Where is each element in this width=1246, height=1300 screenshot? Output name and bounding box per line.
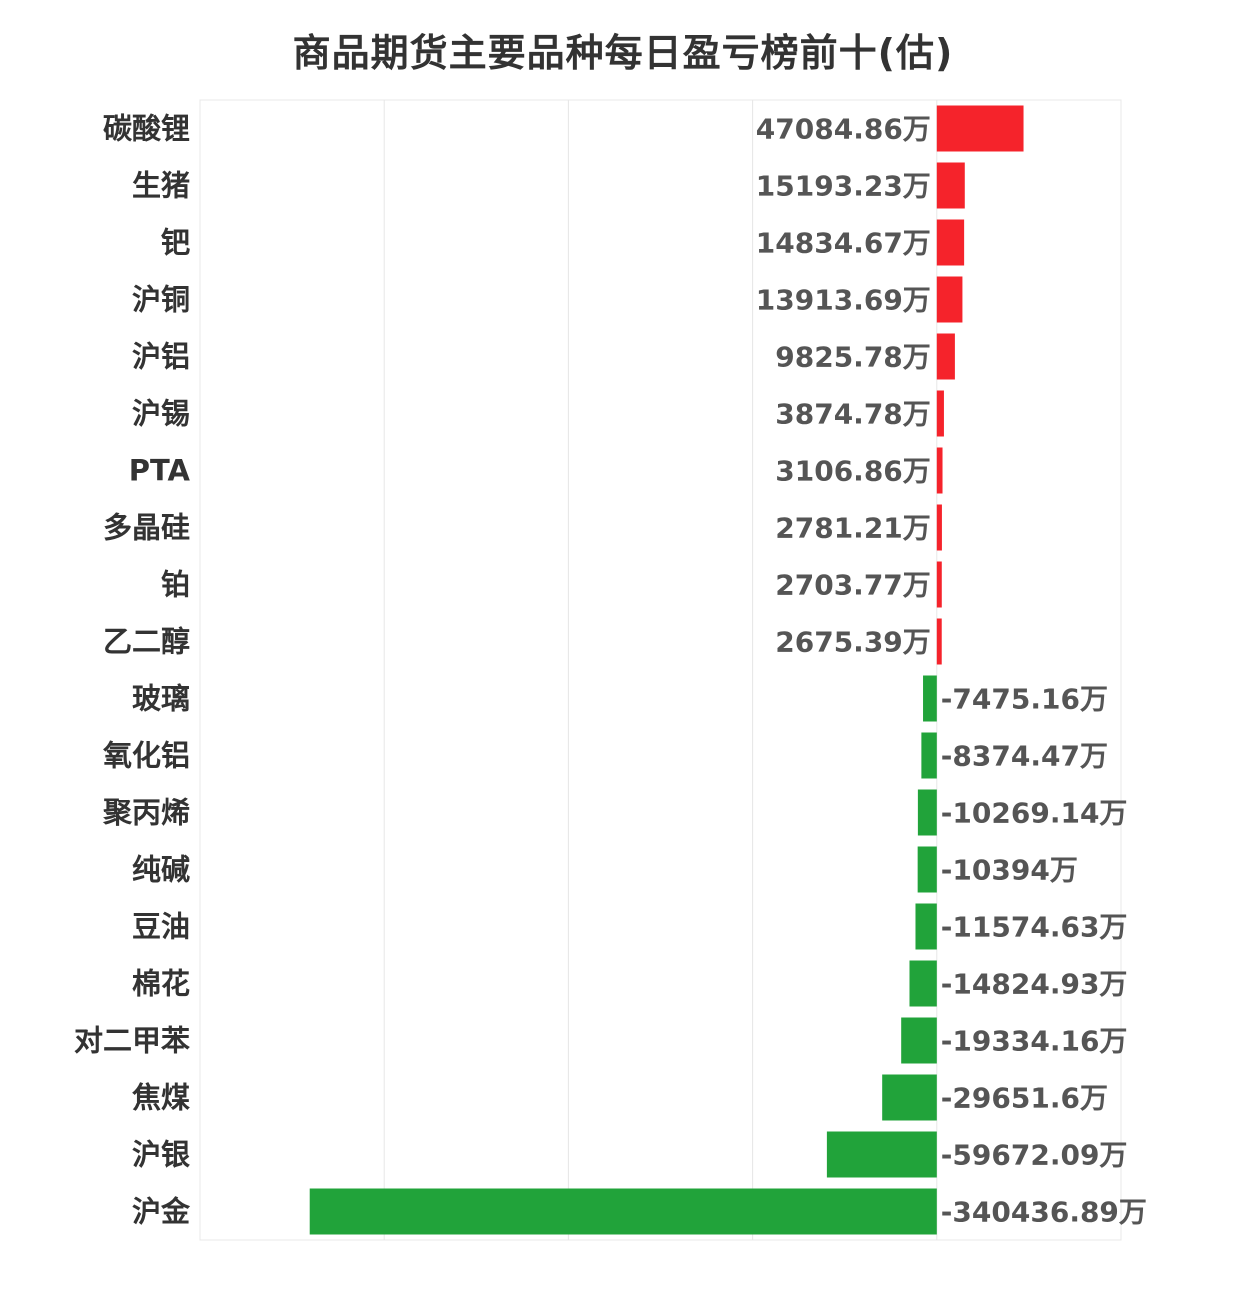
category-label: 生猪 [132, 169, 190, 203]
category-label: 氧化铝 [102, 739, 190, 773]
bar [936, 333, 955, 380]
bar [923, 675, 937, 722]
category-label: 铂 [161, 568, 190, 602]
category-label: 沪银 [132, 1138, 190, 1172]
value-label: -7475.16万 [941, 683, 1108, 716]
chart-title: 商品期货主要品种每日盈亏榜前十(估) [292, 31, 954, 75]
value-label: -8374.47万 [941, 740, 1108, 773]
bar [936, 162, 965, 209]
value-label: -59672.09万 [941, 1139, 1128, 1172]
category-label: 焦煤 [132, 1081, 190, 1115]
value-label: -10269.14万 [941, 797, 1128, 830]
category-label: 乙二醇 [103, 625, 190, 659]
category-label: 纯碱 [132, 853, 190, 887]
bar [936, 105, 1024, 152]
category-label: 聚丙烯 [102, 796, 190, 830]
bar [917, 846, 937, 893]
bar [936, 219, 965, 266]
category-label: 沪铝 [132, 340, 190, 374]
value-label: -11574.63万 [941, 911, 1128, 944]
bar [826, 1131, 937, 1178]
value-label: 2675.39万 [775, 626, 931, 659]
value-label: 14834.67万 [756, 227, 931, 260]
value-label: -14824.93万 [941, 968, 1128, 1001]
bar [917, 789, 937, 836]
bar [901, 1017, 937, 1064]
value-label: -10394万 [941, 854, 1078, 887]
bar [909, 960, 937, 1007]
category-label: 沪金 [132, 1195, 191, 1229]
bar [936, 618, 942, 665]
plot-border [199, 99, 1122, 1241]
value-label: 9825.78万 [775, 341, 931, 374]
bar [309, 1188, 937, 1235]
bar [936, 504, 942, 551]
bar [936, 276, 963, 323]
category-label: 玻璃 [132, 682, 190, 716]
category-label: 沪铜 [132, 283, 190, 317]
bar [921, 732, 937, 779]
bar [936, 561, 942, 608]
value-label: 13913.69万 [756, 284, 931, 317]
category-label: 碳酸锂 [103, 112, 190, 146]
value-label: 3106.86万 [775, 455, 931, 488]
category-label: 棉花 [132, 967, 190, 1001]
value-label: -29651.6万 [941, 1082, 1108, 1115]
bar [936, 390, 944, 437]
value-label: 15193.23万 [756, 170, 931, 203]
category-label: 对二甲苯 [74, 1024, 190, 1058]
bar [882, 1074, 937, 1121]
category-label: 多晶硅 [103, 511, 190, 545]
value-label: -19334.16万 [941, 1025, 1128, 1058]
grid-layer [199, 99, 1122, 1241]
value-label: -340436.89万 [941, 1196, 1147, 1229]
category-label: 豆油 [132, 910, 190, 944]
value-label: 2781.21万 [775, 512, 931, 545]
value-label: 2703.77万 [775, 569, 931, 602]
bar [915, 903, 937, 950]
value-label: 3874.78万 [775, 398, 931, 431]
bar [936, 447, 943, 494]
category-label: 钯 [161, 226, 190, 260]
category-label: 沪锡 [132, 397, 190, 431]
bar-layer [309, 105, 1024, 1235]
category-label: PTA [129, 454, 191, 488]
value-label: 47084.86万 [756, 113, 931, 146]
